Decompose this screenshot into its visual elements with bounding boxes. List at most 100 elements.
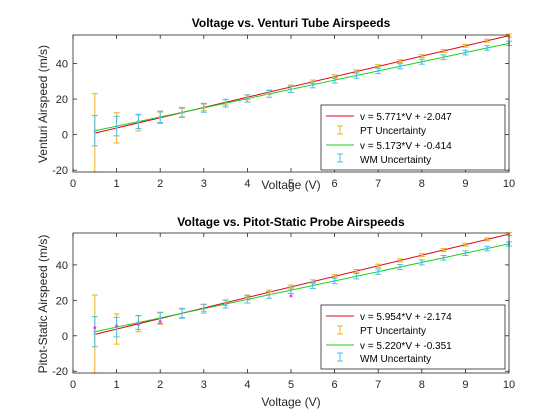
x-tick-label: 5 (288, 379, 294, 391)
x-tick-label: 10 (503, 379, 515, 391)
data-point (420, 54, 423, 58)
data-point (136, 322, 140, 326)
data-point (289, 294, 293, 298)
data-point (289, 88, 293, 91)
legend-entry: WM Uncertainty (360, 155, 431, 166)
data-point (442, 49, 445, 53)
data-point (486, 238, 489, 241)
data-point (420, 253, 423, 257)
data-point (464, 51, 467, 54)
x-axis-label: Voltage (V) (261, 395, 320, 409)
x-tick-label: 1 (114, 178, 120, 190)
y-tick-label: 0 (62, 331, 68, 343)
fit-line (94, 35, 510, 134)
data-point (355, 275, 358, 278)
x-tick-label: 3 (201, 178, 207, 190)
y-tick-label: -20 (52, 165, 68, 177)
legend-entry: v = 5.220*V + -0.351 (360, 341, 452, 352)
data-point (137, 120, 140, 123)
x-tick-label: 4 (244, 178, 250, 190)
legend-entry: PT Uncertainty (360, 326, 426, 337)
y-tick-label: 40 (56, 260, 68, 272)
data-point (93, 330, 97, 333)
data-point (398, 65, 402, 68)
x-tick-label: 3 (201, 379, 207, 391)
data-point (224, 101, 227, 105)
x-tick-label: 2 (157, 178, 163, 190)
legend-entry: PT Uncertainty (360, 126, 426, 137)
x-tick-label: 0 (70, 379, 76, 391)
data-point (398, 259, 402, 262)
legend-swatch-wm-uncertainty (337, 352, 343, 362)
data-point (311, 284, 314, 287)
x-tick-label: 7 (375, 178, 381, 190)
data-point (464, 243, 467, 246)
x-tick-label: 10 (503, 178, 515, 190)
data-point (224, 302, 227, 306)
data-point (486, 247, 489, 250)
data-point (93, 326, 97, 330)
data-point (420, 60, 423, 63)
data-point (377, 65, 380, 68)
legend-swatch-wm-uncertainty (337, 153, 343, 163)
data-point (115, 124, 118, 128)
x-tick-label: 2 (157, 379, 163, 391)
data-point (486, 46, 489, 50)
data-point (159, 115, 162, 119)
data-point (115, 324, 119, 328)
y-tick-label: -20 (52, 366, 68, 378)
fit-line (94, 42, 510, 132)
data-point (268, 293, 271, 297)
data-point (158, 320, 162, 324)
data-point (333, 78, 336, 82)
venturi-subplot: Voltage vs. Venturi Tube Airspeeds Volta… (36, 16, 515, 192)
data-point (420, 261, 423, 264)
y-tick-label: 0 (62, 130, 68, 142)
legend-entry: v = 5.954*V + -2.174 (360, 312, 452, 323)
data-point (246, 97, 249, 100)
data-point (377, 264, 380, 267)
data-point (355, 74, 358, 77)
x-tick-label: 6 (332, 379, 338, 391)
data-point (289, 289, 293, 292)
data-point (464, 252, 467, 255)
data-point (159, 316, 162, 320)
data-point (377, 69, 380, 73)
data-point (311, 83, 314, 87)
legend-swatch-pt-uncertainty (337, 125, 343, 135)
data-point (442, 56, 445, 59)
data-point (464, 44, 467, 48)
y-axis-label: Pitot-Static Airspeed (m/s) (36, 235, 50, 374)
data-point (333, 279, 336, 283)
data-point (246, 298, 249, 301)
data-point (398, 265, 402, 269)
x-tick-label: 4 (244, 379, 250, 391)
legend-swatch-pt-uncertainty (337, 325, 343, 335)
data-point (398, 60, 402, 63)
x-axis-label: Voltage (V) (261, 178, 320, 192)
y-tick-label: 40 (56, 58, 68, 70)
data-point (486, 39, 489, 42)
data-point (180, 312, 184, 315)
pitot-static-subplot: Voltage vs. Pitot-Static Probe Airspeeds… (36, 215, 515, 409)
data-point (202, 307, 205, 310)
data-point (93, 129, 97, 132)
x-tick-label: 8 (419, 178, 425, 190)
legend: v = 5.771*V + -2.047 PT Uncertainty v = … (320, 104, 506, 171)
axes-box (72, 34, 510, 173)
legend: v = 5.954*V + -2.174 PT Uncertainty v = … (320, 304, 506, 370)
subplot-title: Voltage vs. Pitot-Static Probe Airspeeds (177, 215, 405, 229)
x-tick-label: 9 (462, 379, 468, 391)
fit-line (94, 243, 510, 333)
subplot-title: Voltage vs. Venturi Tube Airspeeds (192, 16, 391, 30)
y-tick-label: 20 (56, 94, 68, 106)
x-tick-label: 5 (288, 178, 294, 190)
x-tick-label: 6 (332, 178, 338, 190)
x-tick-label: 7 (375, 379, 381, 391)
data-point (355, 70, 358, 73)
data-point (355, 269, 358, 273)
y-axis-label: Venturi Airspeed (m/s) (36, 45, 50, 163)
data-point (442, 248, 445, 252)
